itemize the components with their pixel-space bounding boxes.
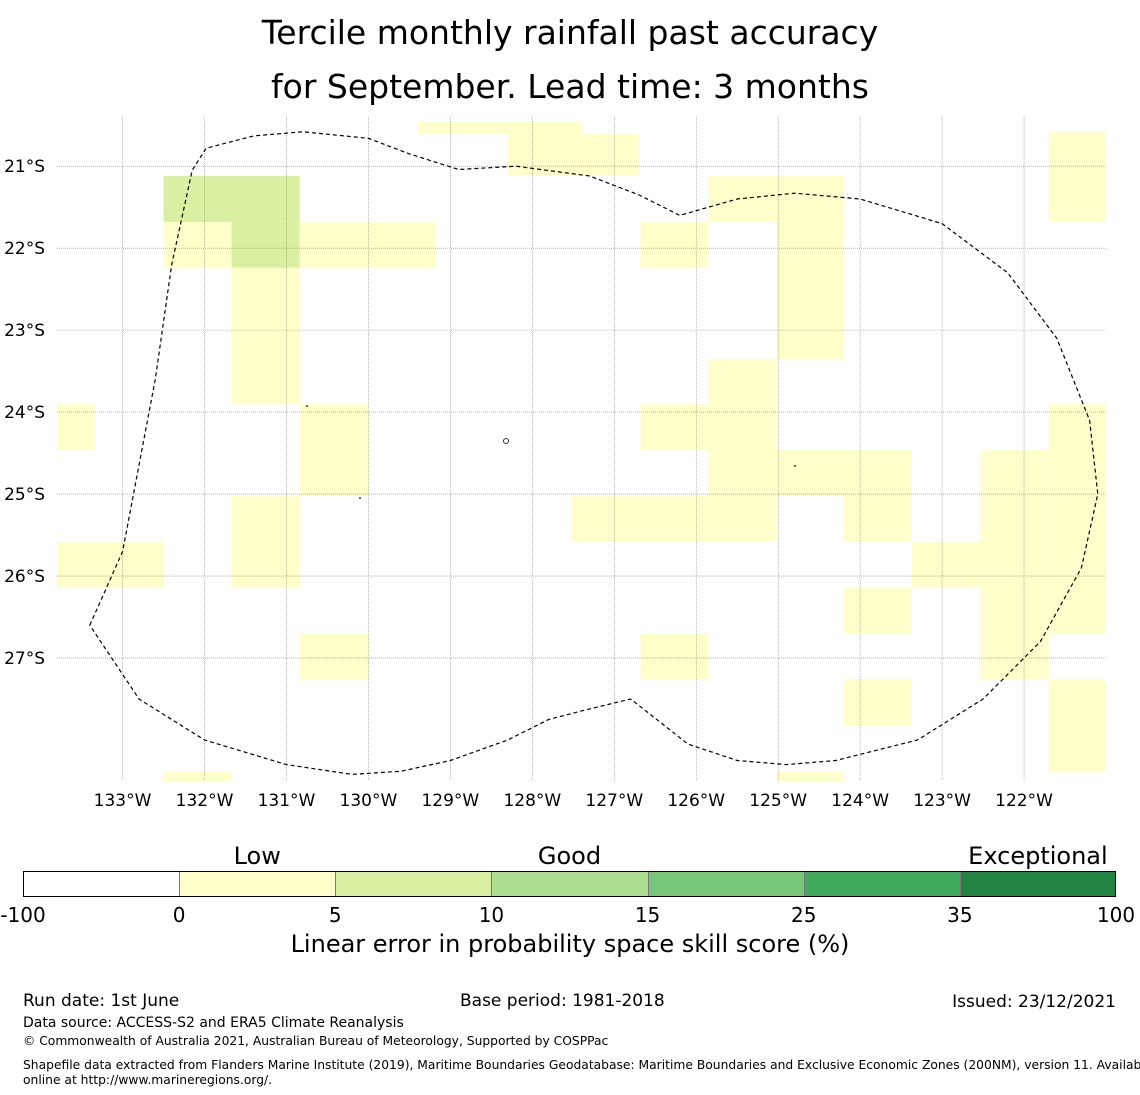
- skill-cell: [843, 495, 912, 542]
- copyright-notice: © Commonwealth of Australia 2021, Austra…: [23, 1034, 609, 1048]
- skill-cell: [1048, 130, 1106, 222]
- base-period: Base period: 1981-2018: [460, 991, 665, 1011]
- colorbar-swatch: [803, 871, 960, 897]
- skill-cell: [1048, 403, 1106, 634]
- colorbar-category-label: Exceptional: [968, 842, 1108, 870]
- shapefile-credit-line-2: online at http://www.marineregions.org/.: [23, 1073, 273, 1087]
- latitude-label: 26°S: [4, 567, 45, 587]
- chart-title: Tercile monthly rainfall past accuracy f…: [0, 6, 1140, 114]
- skill-cell: [640, 633, 709, 680]
- latitude-label: 25°S: [4, 485, 45, 505]
- colorbar-tick-label: -100: [0, 903, 46, 927]
- colorbar-tick-label: 35: [947, 903, 973, 927]
- longitude-label: 123°W: [913, 791, 971, 811]
- colorbar-swatch: [491, 871, 648, 897]
- skill-cell: [163, 176, 300, 222]
- skill-cell: [231, 495, 300, 588]
- colorbar-category-label: Low: [233, 842, 281, 870]
- skill-cell: [299, 403, 369, 496]
- longitude-label: 127°W: [585, 791, 643, 811]
- skill-grid-cells: [57, 121, 1106, 781]
- skill-cell: [776, 771, 844, 781]
- run-date: Run date: 1st June: [23, 991, 180, 1011]
- colorbar-tick-label: 100: [1096, 903, 1136, 927]
- colorbar-tick-label: 10: [478, 903, 505, 927]
- skill-cell: [299, 221, 436, 268]
- longitude-label: 129°W: [421, 791, 479, 811]
- longitude-label: 131°W: [258, 791, 316, 811]
- skill-cell: [571, 495, 777, 542]
- latitude-label: 27°S: [4, 649, 45, 669]
- skill-cell: [1048, 679, 1106, 772]
- skill-cell: [231, 221, 300, 268]
- latitude-label: 22°S: [4, 239, 45, 259]
- graticule: [57, 117, 1106, 781]
- shapefile-credit-line-1: Shapefile data extracted from Flanders M…: [23, 1058, 1140, 1072]
- skill-cell: [163, 771, 232, 781]
- skill-cell: [980, 449, 1049, 680]
- skill-cell: [708, 358, 777, 450]
- longitude-label: 133°W: [94, 791, 152, 811]
- colorbar-swatch: [647, 871, 804, 897]
- colorbar-swatch: [959, 871, 1116, 897]
- latitude-label: 21°S: [4, 157, 45, 177]
- skill-cell: [507, 133, 639, 177]
- colorbar-tick-label: 0: [172, 903, 186, 927]
- longitude-label: 128°W: [503, 791, 561, 811]
- title-line-1: Tercile monthly rainfall past accuracy: [261, 13, 879, 52]
- skill-cell: [640, 403, 709, 450]
- colorbar-swatch: [335, 871, 492, 897]
- issued-date: Issued: 23/12/2021: [952, 992, 1116, 1012]
- title-line-2: for September. Lead time: 3 months: [271, 67, 869, 106]
- skill-map: 133°W 132°W 131°W 130°W 129°W 128°W 127°W 126°W…: [4, 117, 1106, 811]
- eez-boundary: [89, 131, 1099, 776]
- colorbar-tick-label: 5: [328, 903, 342, 927]
- longitude-label: 130°W: [340, 791, 398, 811]
- islands: [306, 405, 796, 499]
- skill-cell: [843, 587, 912, 634]
- skill-cell: [299, 633, 369, 680]
- latitude-labels: 21°S 22°S 23°S 24°S 25°S 26°S 27°S: [4, 157, 45, 669]
- skill-cell: [163, 221, 232, 268]
- colorbar-tick-label: 15: [634, 903, 661, 927]
- longitude-label: 122°W: [995, 791, 1053, 811]
- skill-cell: [843, 679, 912, 726]
- skill-cell: [776, 221, 844, 359]
- skill-cell: [417, 121, 582, 134]
- data-source: Data source: ACCESS-S2 and ERA5 Climate …: [23, 1015, 404, 1031]
- colorbar-swatch: [179, 871, 336, 897]
- colorbar-category-label: Good: [537, 842, 602, 870]
- island-mark: [503, 438, 509, 444]
- skill-cell: [708, 449, 912, 496]
- longitude-label: 132°W: [176, 791, 234, 811]
- longitude-label: 124°W: [831, 791, 889, 811]
- skill-cell: [57, 403, 95, 450]
- colorbar-tick-label: 25: [790, 903, 817, 927]
- colorbar-label: Linear error in probability space skill …: [290, 930, 850, 958]
- island-mark: [359, 497, 361, 499]
- longitude-labels: 133°W 132°W 131°W 130°W 129°W 128°W 127°W 126°W…: [94, 791, 1053, 811]
- latitude-label: 23°S: [4, 321, 45, 341]
- island-mark: [794, 465, 796, 467]
- skill-cell: [708, 176, 844, 222]
- latitude-label: 24°S: [4, 403, 45, 423]
- longitude-label: 125°W: [749, 791, 807, 811]
- longitude-label: 126°W: [667, 791, 725, 811]
- skill-cell: [640, 221, 709, 268]
- colorbar-swatch: [23, 871, 180, 897]
- island-mark: [306, 405, 308, 407]
- skill-cell: [231, 267, 300, 404]
